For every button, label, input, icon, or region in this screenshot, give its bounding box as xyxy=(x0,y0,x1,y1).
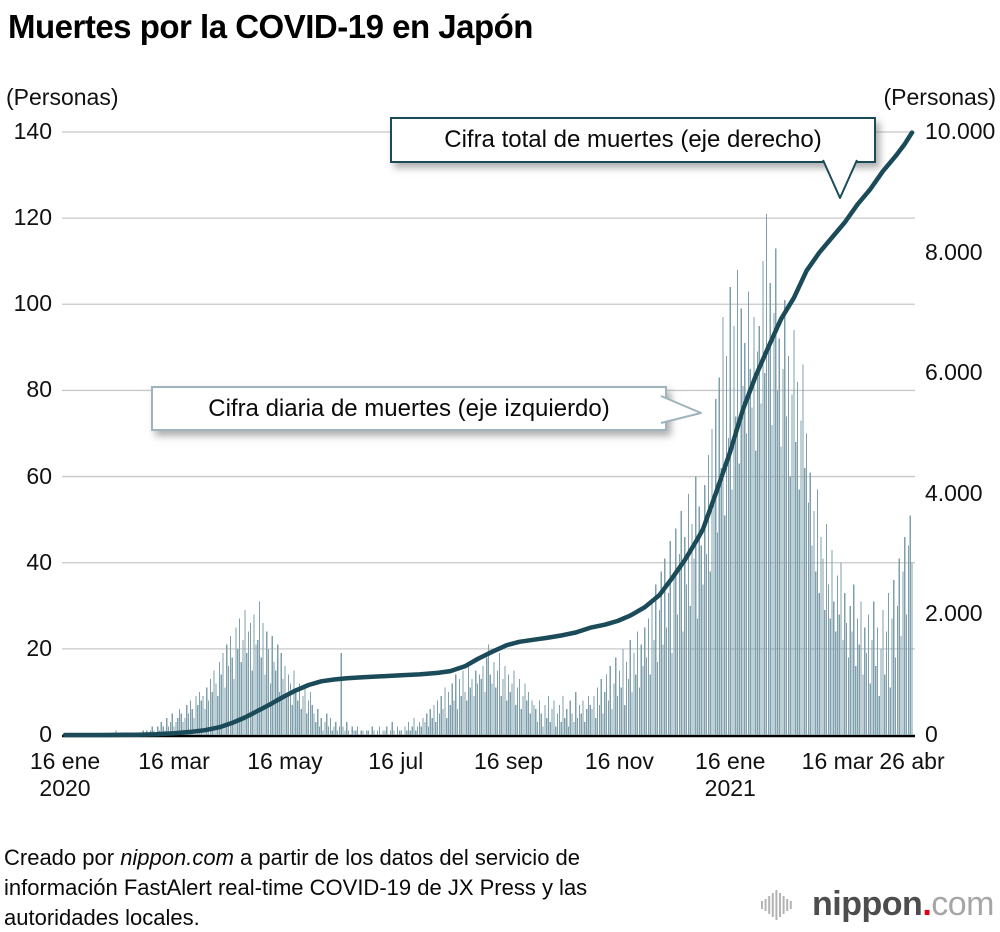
y-axis-right-labels: 0 2.000 4.000 6.000 8.000 10.000 xyxy=(925,0,1000,932)
y-left-tick-20: 20 xyxy=(26,634,52,661)
y-right-tick-0: 0 xyxy=(925,721,938,747)
x-tick-16-jul: 16 jul xyxy=(368,748,424,774)
y-right-tick-8000: 8.000 xyxy=(925,238,983,265)
y-left-tick-100: 100 xyxy=(13,290,52,317)
y-right-tick-4000: 4.000 xyxy=(925,479,983,506)
logo-red-dot: . xyxy=(922,885,932,923)
y-left-tick-140: 140 xyxy=(13,118,52,144)
y-right-tick-2000: 2.000 xyxy=(925,600,983,627)
source-note-part1: Creado por xyxy=(4,845,121,870)
y-left-tick-40: 40 xyxy=(26,548,52,575)
source-note: Creado por nippon.com a partir de los da… xyxy=(4,843,684,932)
logo-wordmark-nippon: nippon xyxy=(812,885,923,923)
x-tick-16-ene: 16 ene 2020 xyxy=(29,748,101,801)
annotation-total-deaths: Cifra total de muertes (eje derecho) xyxy=(390,117,876,163)
y-right-tick-6000: 6.000 xyxy=(925,359,983,386)
y-axis-right-unit: (Personas) xyxy=(883,84,996,110)
nippon-waveform-icon xyxy=(761,889,792,920)
annotation-daily-tail xyxy=(660,395,702,424)
x-tick-16-mar: 16 mar xyxy=(801,748,874,774)
x-tick-16-ene: 16 ene 2021 xyxy=(695,748,766,801)
source-note-site: nippon.com xyxy=(120,845,234,870)
source-note-part2: a partir de los datos del servicio de in… xyxy=(4,845,588,930)
nippon-logo: nippon. com xyxy=(760,885,994,924)
annotation-daily-deaths-label: Cifra diaria de muertes (eje izquierdo) xyxy=(208,394,610,422)
annotation-daily-deaths: Cifra diaria de muertes (eje izquierdo) xyxy=(151,386,667,431)
x-tick-26-abr: 26 abr xyxy=(879,748,945,774)
y-left-tick-60: 60 xyxy=(26,462,52,489)
y-axis-left-labels: 0 20 40 60 80 100 120 140 xyxy=(0,0,52,932)
y-axis-left-unit: (Personas) xyxy=(6,84,119,110)
page-title: Muertes por la COVID-19 en Japón xyxy=(8,8,533,45)
x-tick-16-may: 16 may xyxy=(247,748,323,774)
logo-wordmark-com: com xyxy=(931,885,994,923)
y-left-tick-120: 120 xyxy=(13,204,52,231)
x-tick-16-mar: 16 mar xyxy=(138,748,210,774)
annotation-total-tail xyxy=(822,159,858,199)
x-tick-16-nov: 16 nov xyxy=(584,748,654,774)
y-right-tick-10000: 10.000 xyxy=(925,118,996,144)
y-left-tick-0: 0 xyxy=(39,721,52,747)
daily-deaths-bars xyxy=(115,213,913,736)
y-left-tick-80: 80 xyxy=(26,376,52,403)
annotation-total-deaths-label: Cifra total de muertes (eje derecho) xyxy=(444,126,822,153)
x-tick-16-sep: 16 sep xyxy=(473,748,544,774)
cumulative-deaths-line xyxy=(62,130,915,738)
